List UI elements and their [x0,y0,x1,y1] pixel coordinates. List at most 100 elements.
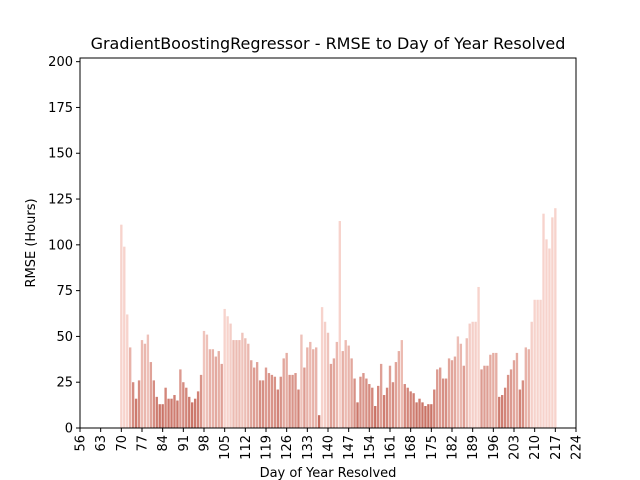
bar [536,299,539,428]
x-tick-label: 133 [301,435,316,460]
bar [288,374,291,428]
bar [205,334,209,428]
bar [120,224,123,428]
bar [300,334,303,428]
bar [202,330,206,428]
bar [344,340,347,428]
bar [191,402,194,428]
bar [317,415,321,428]
bar [158,404,161,428]
bar [539,299,542,428]
bar [220,363,223,428]
x-tick-label: 70 [115,435,130,452]
bar [232,340,235,428]
bar [515,352,519,428]
bar [365,378,368,428]
bar [273,376,277,428]
x-tick-label: 91 [177,435,192,452]
bar [501,395,504,428]
bar [303,367,306,428]
x-tick-label: 119 [260,435,275,460]
bar [441,378,445,428]
bar [282,358,285,428]
y-tick-label: 150 [48,147,73,162]
bar [235,340,238,428]
bar [453,356,457,428]
bar [176,400,179,428]
bar [483,365,486,428]
y-axis-label: RMSE (Hours) [24,198,39,287]
bar [447,358,451,428]
bar [554,208,557,428]
bar [480,369,483,428]
bar [468,323,471,428]
bar [167,398,170,428]
bar [403,384,406,428]
bar [182,382,185,428]
bar [362,373,365,428]
x-ticks: 56 63 70 77 84 91 98 105 112 119 126 133 140 147 154 16… [74,428,585,460]
x-tick-label: 105 [218,435,233,460]
bar [509,369,513,428]
bar [421,402,424,428]
bar [353,378,356,428]
x-tick-label: 210 [528,435,543,460]
x-tick-label: 63 [94,435,109,452]
bar [323,321,327,428]
bar [551,217,554,428]
bar [238,340,241,428]
x-axis-label: Day of Year Resolved [260,466,397,480]
x-tick-label: 98 [198,435,213,452]
bar [498,396,501,428]
bar [391,382,395,428]
bar [495,352,498,428]
bar [137,380,141,428]
bar [285,352,288,428]
bar [400,340,403,428]
bar [229,323,232,428]
bar [247,343,250,428]
bar [379,363,383,428]
bar [279,376,282,428]
bar [126,314,129,428]
y-tick-label: 25 [56,376,73,391]
bar [477,286,480,428]
x-tick-label: 182 [446,435,461,460]
bar [131,382,135,428]
bar [161,404,164,428]
bar [335,341,339,428]
bar [439,367,442,428]
x-tick-label: 112 [239,435,254,460]
bar [503,387,507,428]
bar [368,384,371,428]
bar [152,380,155,428]
bar [415,402,418,428]
bar [134,398,138,428]
bar [433,389,436,428]
bar [244,338,247,428]
bar [149,362,153,428]
bar [140,340,144,428]
bar [315,347,318,428]
bar [418,398,421,428]
bar [199,374,203,428]
bar [506,374,510,428]
bar [350,358,353,428]
bar [527,349,530,428]
bar [329,363,333,428]
bar [173,395,176,428]
bar [129,347,132,428]
bar [208,349,212,428]
bar [489,354,492,428]
bar [409,391,412,428]
bar [320,307,324,428]
bar [512,360,516,428]
bar [492,352,495,428]
bar [123,246,126,428]
bar [332,358,336,428]
x-tick-label: 175 [425,435,440,460]
bar [261,380,265,428]
bar [270,374,274,428]
bar [155,396,158,428]
bar [430,404,433,428]
